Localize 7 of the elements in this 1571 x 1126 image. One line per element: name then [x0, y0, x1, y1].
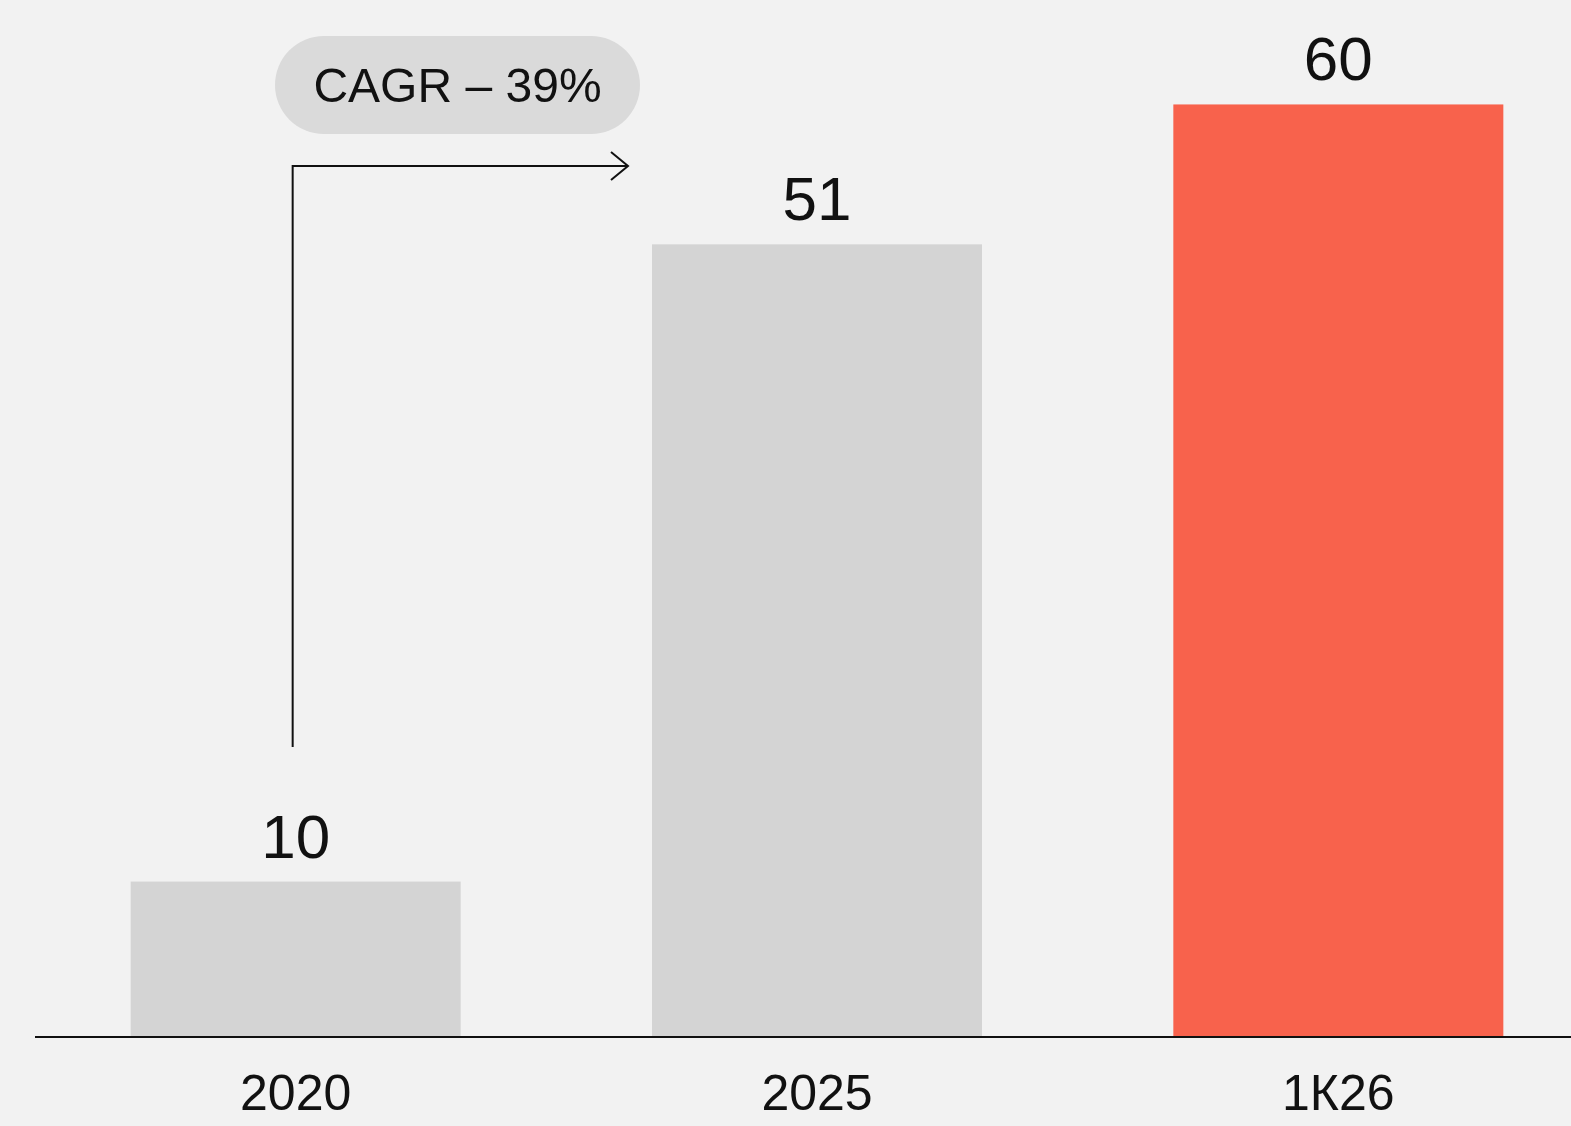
x-tick-label: 1К26	[1282, 1065, 1395, 1121]
data-label: 51	[782, 164, 852, 234]
data-label: 10	[261, 801, 331, 871]
annotation: CAGR – 39%	[313, 59, 602, 112]
x-tick-label: 2020	[240, 1065, 352, 1121]
data-label: 60	[1303, 24, 1373, 94]
x-tick-label: 2025	[761, 1065, 873, 1121]
